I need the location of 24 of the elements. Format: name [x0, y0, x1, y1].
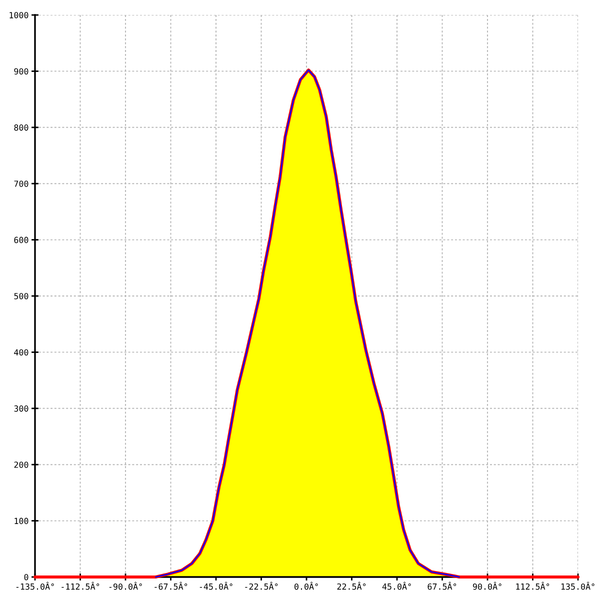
x-tick-label: -135.0Â° [16, 582, 54, 590]
x-tick-label: 0.0Â° [294, 582, 318, 590]
y-tick-label: 600 [14, 236, 28, 244]
x-tick-label: 90.0Â° [472, 582, 502, 590]
x-tick-label: -90.0Â° [109, 582, 142, 590]
x-tick-label: -45.0Â° [200, 582, 232, 590]
x-tick-label: 67.5Â° [428, 582, 456, 590]
y-tick-label: 1000 [10, 12, 28, 18]
x-tick-label: 45.0Â° [382, 582, 411, 590]
y-tick-label: 300 [14, 405, 28, 412]
x-tick-label: -67.5Â° [154, 582, 188, 590]
x-tick-label: 135.0Â° [561, 582, 594, 590]
y-tick-label: 400 [14, 349, 28, 356]
x-tick-label: 22.5Â° [337, 582, 366, 590]
y-tick-label: 100 [14, 518, 28, 524]
y-tick-label: 700 [14, 180, 28, 187]
x-tick-label: -22.5Â° [245, 582, 278, 590]
x-tick-label: 112.5Â° [516, 582, 550, 590]
y-tick-label: 500 [14, 293, 28, 300]
y-tick-label: 0 [24, 574, 28, 580]
y-tick-label: 800 [14, 124, 28, 131]
y-tick-label: 200 [14, 462, 28, 468]
y-tick-label: 900 [14, 68, 28, 75]
x-tick-label: -112.5Â° [62, 582, 100, 590]
